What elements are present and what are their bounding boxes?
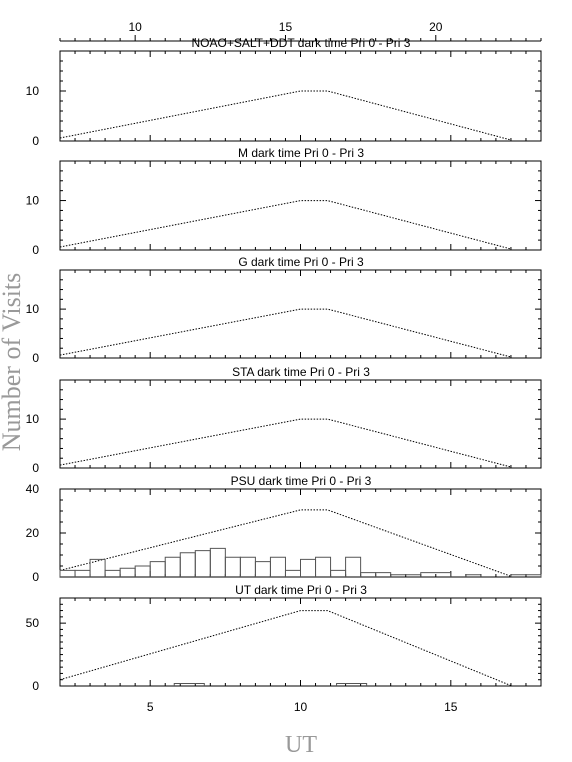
panel-frame (59, 597, 542, 687)
envelope-line (59, 509, 512, 577)
histogram-bin (300, 558, 317, 577)
panel: 0 50 UT dark time Pri 0 - Pri 3 (26, 583, 542, 693)
panel-y-tick-label: 0 (32, 461, 39, 475)
histogram-bin (149, 561, 166, 577)
histogram-bin (104, 569, 121, 577)
histogram-bin (360, 572, 377, 577)
panel: 0 10 G dark time Pri 0 - Pri 3 (26, 255, 542, 365)
panel-y-tick-label: 10 (26, 84, 40, 98)
panel-title: NOAO+SALT+DDT dark time Pri 0 - Pri 3 (192, 36, 411, 50)
histogram-bin (239, 556, 256, 577)
histogram-bin (119, 567, 136, 577)
panel-y-tick-label: 0 (32, 243, 39, 257)
histogram-bin (315, 556, 332, 577)
panel: 0 20 40 PSU dark time Pri 0 - Pri 3 (26, 474, 542, 584)
histogram-bin (134, 565, 151, 577)
envelope-line (59, 610, 512, 687)
x-axis-tick-label: 15 (444, 700, 458, 714)
panel-y-tick-label: 0 (32, 679, 39, 693)
envelope-line (59, 308, 512, 358)
histogram-bin (74, 569, 91, 577)
bottom-axis: 5 10 15 (147, 700, 458, 714)
top-axis-tick-label: 15 (279, 20, 293, 34)
histogram-bin (254, 561, 271, 577)
panel-frame (59, 160, 542, 251)
panel-frame (59, 50, 542, 142)
x-axis-title: UT (285, 732, 317, 758)
panel: 0 10 NOAO+SALT+DDT dark time Pri 0 - Pri 3 (26, 36, 542, 148)
panel-title: UT dark time Pri 0 - Pri 3 (235, 583, 367, 597)
histogram-bin (224, 556, 241, 577)
panel-frame (59, 379, 542, 469)
panel-y-tick-label: 10 (26, 412, 40, 426)
x-axis-tick-label: 5 (147, 700, 154, 714)
panel-title: STA dark time Pri 0 - Pri 3 (232, 365, 370, 379)
panel-y-tick-label: 0 (32, 351, 39, 365)
panel-y-tick-label: 50 (26, 616, 40, 630)
panel-title: G dark time Pri 0 - Pri 3 (238, 255, 364, 269)
panel-y-tick-label: 40 (26, 482, 40, 496)
top-axis-tick-label: 10 (128, 20, 142, 34)
histogram-bin (510, 574, 542, 577)
envelope-line (59, 418, 512, 468)
histogram-bin (164, 556, 181, 577)
histogram-bin (345, 556, 362, 577)
histogram-bin (284, 569, 301, 577)
histogram-bin (465, 574, 482, 577)
histogram-bin (330, 569, 347, 577)
envelope-line (59, 90, 512, 141)
histogram-bin (194, 550, 211, 577)
panel: 0 10 STA dark time Pri 0 - Pri 3 (26, 365, 542, 475)
histogram-bin (89, 558, 106, 577)
envelope-line (59, 200, 512, 250)
top-axis-tick-label: 20 (429, 20, 443, 34)
histogram-bin (336, 682, 368, 686)
y-axis-title: Number of Visits (0, 273, 26, 452)
panel-title: M dark time Pri 0 - Pri 3 (238, 146, 364, 160)
panel-y-tick-label: 0 (32, 134, 39, 148)
histogram-bin (179, 552, 196, 577)
panel-y-tick-label: 20 (26, 526, 40, 540)
histogram-bin (420, 572, 452, 577)
panel-y-tick-label: 10 (26, 194, 40, 208)
panels: 0 10 NOAO+SALT+DDT dark time Pri 0 - Pri 3… (26, 36, 542, 693)
panel-frame (59, 269, 542, 359)
panel-title: PSU dark time Pri 0 - Pri 3 (231, 474, 372, 488)
panel: 0 10 M dark time Pri 0 - Pri 3 (26, 146, 542, 257)
histogram-bin (269, 556, 286, 577)
histogram-bin (173, 682, 205, 686)
panel-y-tick-label: 10 (26, 302, 40, 316)
histogram-bin (209, 547, 226, 577)
panel-y-tick-label: 0 (32, 570, 39, 584)
histogram-bin (375, 572, 392, 577)
x-axis-tick-label: 10 (294, 700, 308, 714)
top-axis: 10 15 20 (59, 20, 542, 42)
histogram-bin (59, 569, 76, 577)
